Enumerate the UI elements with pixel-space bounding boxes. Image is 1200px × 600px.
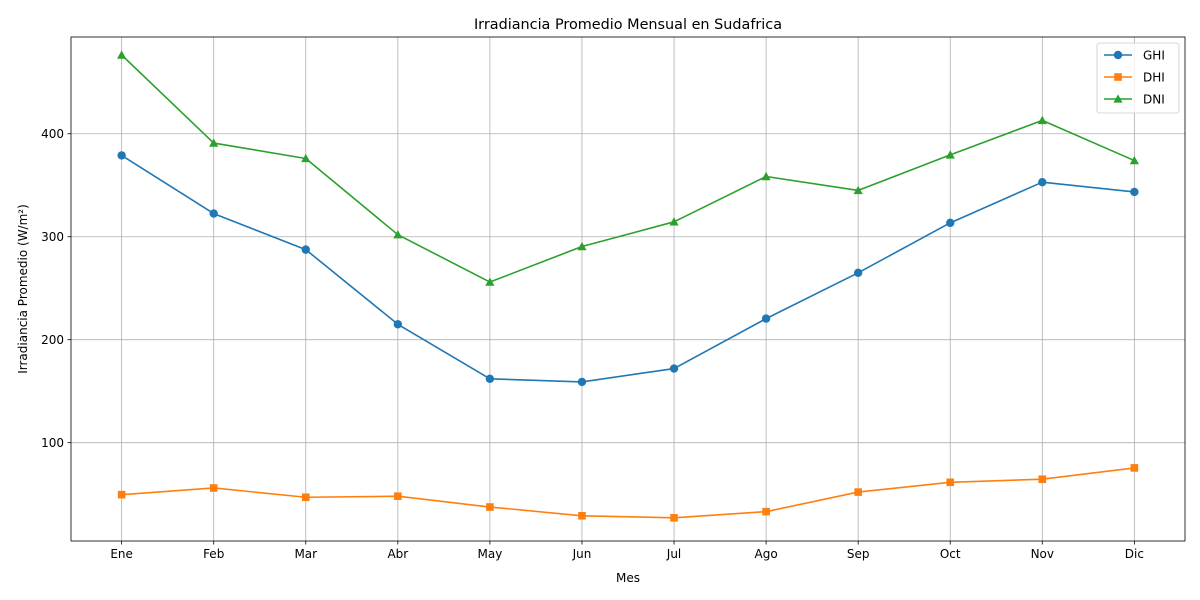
- data-point-dhi: [670, 514, 678, 522]
- x-tick-label: Dic: [1125, 547, 1144, 561]
- y-tick-label: 100: [41, 436, 64, 450]
- data-point-ghi: [577, 377, 587, 387]
- data-point-dhi: [209, 484, 218, 492]
- legend-box: [1096, 42, 1180, 114]
- data-point-ghi: [669, 364, 679, 373]
- series-ghi: [117, 151, 1139, 387]
- data-point-ghi: [853, 268, 863, 277]
- y-tick-label: 400: [41, 127, 64, 141]
- legend: GHI DHI DNI: [1096, 42, 1180, 114]
- legend-marker: [1113, 50, 1123, 60]
- legend-label: DNI: [1143, 92, 1165, 106]
- x-tick-label: Mar: [294, 547, 317, 561]
- x-tick-label: Jul: [666, 547, 681, 561]
- series-line-dhi: [121, 467, 1135, 519]
- x-axis-ticks: Ene Feb Mar Abr May Jun Jul Ago Sep Oct Nov Dic: [110, 541, 1144, 561]
- data-point-dni: [853, 185, 863, 195]
- series-dhi: [117, 464, 1139, 522]
- data-point-dni: [669, 217, 679, 226]
- series-line-ghi: [121, 154, 1135, 383]
- data-point-ghi: [485, 374, 495, 384]
- data-point-dni: [117, 50, 127, 59]
- legend-marker: [1113, 94, 1123, 103]
- data-point-dni: [577, 241, 587, 251]
- data-point-dhi: [1130, 464, 1139, 472]
- data-point-dni: [485, 277, 495, 286]
- data-point-ghi: [1130, 187, 1139, 197]
- data-point-dhi: [301, 493, 310, 502]
- data-point-dni: [761, 171, 771, 181]
- legend-label: DHI: [1143, 70, 1165, 84]
- chart-title: Irradiancia Promedio Mensual en Sudafric…: [474, 17, 782, 33]
- data-point-dhi: [946, 478, 955, 487]
- data-point-dhi: [854, 488, 862, 496]
- data-point-dni: [393, 230, 403, 239]
- series-layer: [117, 50, 1139, 522]
- legend-label: GHI: [1143, 48, 1165, 62]
- data-point-dni: [945, 150, 955, 159]
- data-point-dni: [1129, 155, 1139, 165]
- y-axis-ticks: 100 200 300 400: [41, 127, 71, 450]
- plot-area-frame: [70, 36, 1186, 542]
- data-point-dni: [209, 138, 219, 147]
- data-point-dni: [301, 153, 311, 163]
- data-point-ghi: [761, 314, 771, 323]
- data-point-dni: [1037, 115, 1047, 125]
- legend-item-ghi: GHI: [1104, 48, 1165, 62]
- data-point-dhi: [762, 507, 770, 516]
- x-tick-label: Sep: [847, 547, 870, 561]
- data-point-dhi: [578, 511, 586, 520]
- data-point-ghi: [1038, 177, 1047, 187]
- y-tick-label: 300: [41, 230, 64, 244]
- data-point-dhi: [394, 492, 402, 501]
- x-tick-label: Jun: [572, 547, 592, 561]
- data-point-ghi: [301, 245, 310, 254]
- series-line-dni: [121, 54, 1135, 283]
- legend-marker: [1114, 73, 1122, 81]
- x-axis-label: Mes: [616, 571, 640, 585]
- data-point-ghi: [393, 320, 403, 329]
- data-point-dhi: [486, 503, 494, 511]
- series-dni: [117, 50, 1139, 286]
- y-axis-label: Irradiancia Promedio (W/m²): [16, 204, 30, 374]
- data-point-dhi: [117, 490, 126, 499]
- y-tick-label: 200: [41, 333, 64, 347]
- data-point-ghi: [209, 209, 218, 218]
- x-tick-label: Ago: [755, 547, 778, 561]
- legend-item-dni: DNI: [1104, 92, 1165, 106]
- x-tick-label: Oct: [940, 547, 961, 561]
- x-tick-label: Ene: [110, 547, 133, 561]
- x-tick-label: Nov: [1031, 547, 1054, 561]
- x-tick-label: Abr: [387, 547, 408, 561]
- legend-item-dhi: DHI: [1104, 70, 1165, 84]
- data-point-dhi: [1038, 475, 1047, 484]
- x-tick-label: Feb: [203, 547, 224, 561]
- data-point-ghi: [117, 151, 126, 160]
- data-point-ghi: [946, 218, 955, 228]
- x-tick-label: May: [477, 547, 502, 561]
